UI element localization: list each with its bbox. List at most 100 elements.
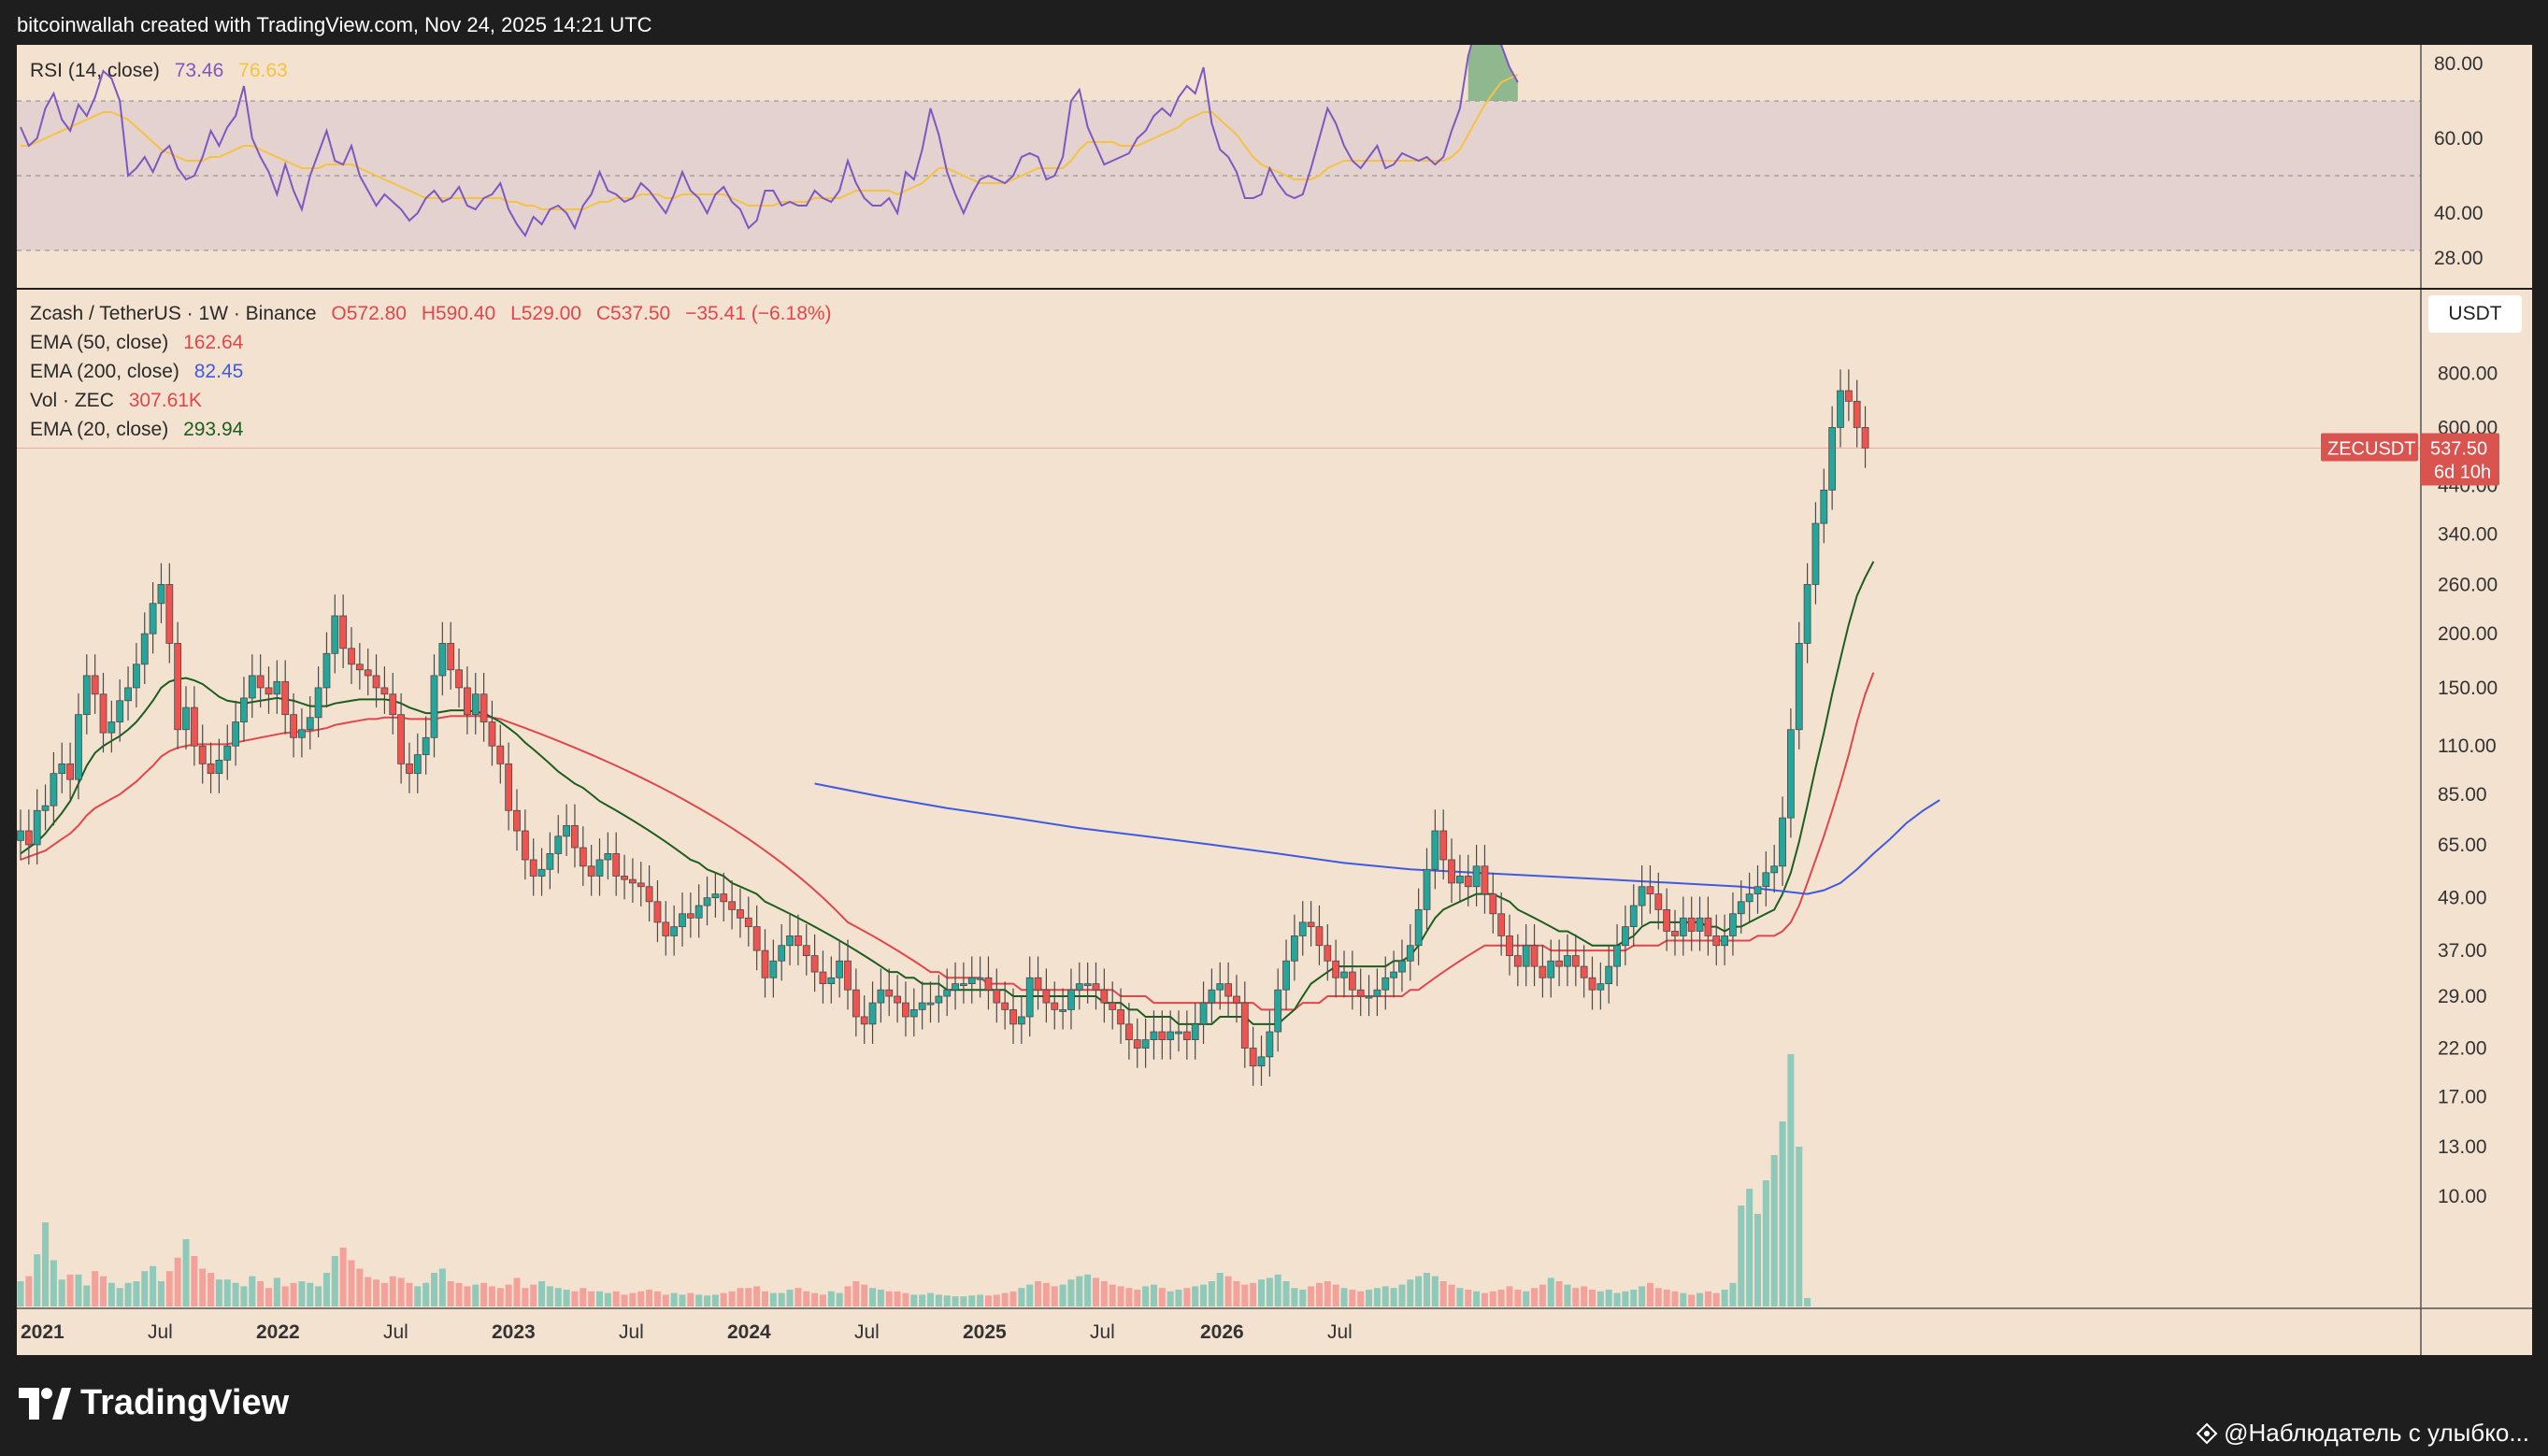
candle-body [1083, 983, 1092, 987]
volume-bar [1324, 1281, 1331, 1306]
header-bar: bitcoinwallah created with TradingView.c… [0, 0, 2548, 45]
volume-bar [1042, 1282, 1050, 1306]
candle-body [967, 977, 976, 985]
candle-body [290, 714, 297, 738]
candle-body [1199, 1002, 1208, 1025]
candle-body [24, 830, 33, 846]
candle-body [174, 643, 182, 731]
volume-bar [505, 1284, 512, 1306]
candle-body [1663, 908, 1671, 932]
volume-bar [687, 1292, 694, 1306]
volume-bar [365, 1277, 372, 1306]
candle-body [505, 763, 513, 811]
indicator-volume[interactable]: Vol · ZEC 307.61K [30, 390, 202, 412]
volume-bar [208, 1273, 215, 1306]
volume-bar [66, 1274, 74, 1306]
candle-body [1092, 983, 1100, 991]
volume-bar [993, 1294, 1000, 1306]
rsi-chart[interactable]: 80.00 60.00 40.00 28.00 [17, 45, 2532, 288]
candle-body [1638, 886, 1646, 906]
candle-body [1390, 971, 1397, 978]
volume-bar [165, 1271, 173, 1306]
candle-body [1861, 427, 1869, 449]
volume-bar [1100, 1281, 1108, 1306]
volume-bar [522, 1288, 529, 1306]
volume-bar [1051, 1286, 1058, 1306]
volume-bar [1596, 1291, 1604, 1306]
volume-bar [1340, 1288, 1348, 1306]
candle-body [984, 977, 993, 991]
volume-bar [1224, 1276, 1232, 1306]
candle-body [99, 693, 107, 734]
price-chart[interactable]: 1,100.00800.00600.00440.00340.00260.0020… [17, 290, 2532, 1355]
rsi-tick-label: 40.00 [2434, 203, 2484, 224]
volume-bar [1026, 1284, 1034, 1306]
volume-bar [596, 1291, 603, 1306]
candle-body [1547, 960, 1555, 978]
volume-bar [34, 1254, 41, 1306]
candle-body [1298, 921, 1307, 936]
volume-bar [1654, 1288, 1662, 1306]
candle-body [297, 729, 306, 738]
price-tag-value: 537.50 [2430, 439, 2487, 460]
candle-body [612, 852, 621, 877]
candle-body [563, 824, 570, 837]
volume-bar [1605, 1290, 1612, 1306]
volume-bar [1630, 1290, 1638, 1306]
volume-bar [1572, 1288, 1580, 1306]
indicator-ema20[interactable]: EMA (20, close) 293.94 [30, 419, 243, 441]
volume-bar [1564, 1284, 1571, 1306]
candle-body [1844, 390, 1853, 402]
volume-bar [1439, 1281, 1447, 1306]
volume-bar [496, 1288, 504, 1306]
candle-body [902, 1002, 909, 1018]
volume-bar [1076, 1276, 1083, 1306]
candle-body [1414, 908, 1423, 947]
candle-body [1588, 977, 1596, 991]
volume-bar [1093, 1278, 1099, 1306]
indicator-ema50[interactable]: EMA (50, close) 162.64 [30, 332, 243, 354]
candle-body [1622, 926, 1629, 947]
volume-bar [1067, 1279, 1075, 1306]
credit-link[interactable]: @Наблюдатель с улыбко... [2196, 1419, 2529, 1448]
volume-bar [844, 1286, 852, 1306]
brand-name: TradingView [80, 1383, 290, 1422]
volume-bar [1622, 1291, 1629, 1306]
footer: TradingView @Наблюдатель с улыбко... [0, 1355, 2548, 1456]
volume-bar [1398, 1284, 1406, 1306]
candle-body [124, 687, 132, 702]
volume-bar [1448, 1284, 1455, 1306]
volume-bar [927, 1292, 934, 1306]
currency-button[interactable]: USDT [2428, 295, 2522, 333]
volume-bar [1415, 1276, 1423, 1306]
candle-body [1704, 917, 1712, 936]
candle-body [1456, 876, 1464, 884]
volume-bar [1639, 1286, 1646, 1306]
volume-bar [1589, 1290, 1596, 1306]
candle-body [852, 989, 860, 1018]
rsi-legend-value: 73.46 [174, 60, 224, 81]
candle-body [1249, 1048, 1257, 1067]
volume-bar [1738, 1206, 1745, 1306]
indicator-ema200[interactable]: EMA (200, close) 82.45 [30, 361, 243, 383]
volume-bar [679, 1294, 686, 1306]
volume-bar [869, 1288, 877, 1306]
candle-body [810, 955, 819, 973]
symbol-name: Zcash / TetherUS · 1W · Binance [30, 303, 317, 324]
rsi-panel[interactable]: 80.00 60.00 40.00 28.00 RSI (14, close) 73.… [17, 45, 2532, 288]
price-panel[interactable]: 1,100.00800.00600.00440.00340.00260.0020… [17, 290, 2532, 1355]
time-tick-label: 2024 [727, 1321, 771, 1343]
volume-bar [1523, 1291, 1530, 1306]
candle-body [1762, 872, 1770, 888]
ohlc-close: C537.50 [595, 303, 671, 324]
volume-bar [538, 1281, 546, 1306]
candle-body [1811, 522, 1820, 585]
candle-body [463, 687, 471, 716]
volume-bar [133, 1281, 140, 1306]
volume-bar [1291, 1288, 1298, 1306]
volume-bar [670, 1292, 678, 1306]
time-tick-label: Jul [383, 1321, 408, 1343]
tradingview-logo[interactable]: TradingView [19, 1383, 289, 1423]
candle-body [1191, 1023, 1199, 1040]
candle-body [637, 882, 645, 888]
